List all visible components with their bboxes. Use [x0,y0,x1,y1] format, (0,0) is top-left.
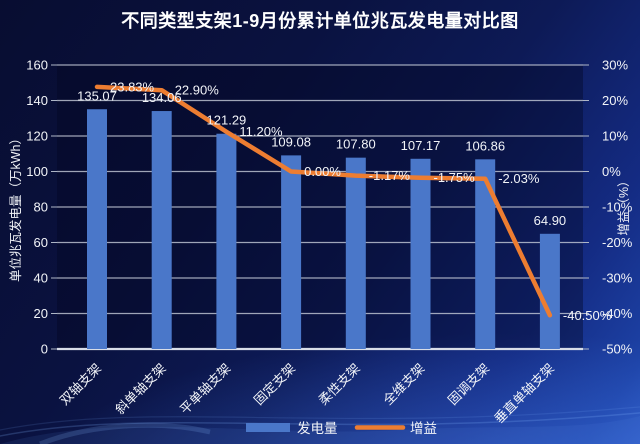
x-axis-label: 斜单轴支架 [112,361,169,418]
gain-line [94,84,553,318]
gain-value-label: -1.75% [434,170,476,185]
right-tick-label: 0% [602,164,621,179]
right-tick-label: -20% [602,235,633,250]
bar [410,158,431,349]
right-tick-label: 10% [602,129,628,144]
bar-value-label: 121.29 [207,113,247,128]
legend-bar-swatch [246,423,290,432]
bar-value-label: 107.17 [401,138,441,153]
legend-label-generation: 发电量 [297,421,338,436]
bar-value-label: 107.80 [336,137,376,152]
left-axis-tick-labels: 160 140 120 100 80 60 40 20 0 [26,58,48,357]
bar [539,233,560,349]
bar-value-label: 64.90 [534,213,567,228]
bar [475,159,496,349]
gain-value-label: 23.83% [110,79,155,94]
gridlines [51,64,589,350]
right-tick-label: 20% [602,93,628,108]
x-axis-label: 全维支架 [380,361,427,408]
bar-value-label: 106.86 [465,138,505,153]
left-tick-label: 40 [34,271,48,286]
bar-value-label: 109.08 [271,134,311,149]
left-tick-label: 20 [34,306,48,321]
right-tick-label: -10% [602,200,633,215]
bars-series [87,109,560,349]
bar-value-label: 135.07 [77,88,117,103]
right-axis-title: 增益（%） [616,174,631,235]
left-tick-label: 60 [34,235,48,250]
right-axis-tick-labels: 30% 20% 10% 0% -10% -20% -30% -40% -50% [602,58,633,357]
wave-line-2 [0,406,640,431]
wave-fill [0,416,640,444]
gain-value-label: 0.00% [304,164,341,179]
right-tick-label: -50% [602,342,633,357]
wave-line-3 [39,422,211,444]
right-tick-label: 30% [602,58,628,73]
bar-value-label: 134.06 [142,90,182,105]
left-tick-label: 160 [26,58,48,73]
gain-value-label: 11.20% [239,124,283,139]
gain-value-labels: 23.83% 22.90% 11.20% 0.00% -1.17% -1.75% -2.03… [110,79,612,322]
bar [87,109,107,349]
gain-value-label: -1.17% [369,168,411,183]
x-axis-label: 双轴支架 [57,361,104,408]
legend-label-gain: 增益 [410,421,437,436]
x-axis-label: 固调支架 [445,361,492,408]
bar [281,155,302,349]
x-axis-label: 垂直单轴支架 [491,361,557,427]
left-tick-label: 80 [34,200,48,215]
left-tick-label: 100 [26,164,48,179]
left-tick-label: 140 [26,93,48,108]
chart-title: 不同类型支架1-9月份累计单位兆瓦发电量对比图 [121,11,519,31]
x-axis-label: 平单轴支架 [177,361,234,418]
x-axis-label: 固定支架 [251,361,298,408]
x-axis-label: 柔性支架 [316,361,363,408]
bar [151,111,172,349]
bar [345,157,366,349]
gain-value-label: -2.03% [498,171,540,186]
bar-value-labels: 135.07 134.06 121.29 109.08 107.80 107.17 106.… [77,88,566,228]
legend: 发电量 增益 [246,421,437,436]
left-axis-title: 单位兆瓦发电量（万kWh） [8,132,23,282]
gain-value-label: -40.50% [563,308,612,323]
bar [216,133,237,349]
right-tick-label: -40% [602,306,633,321]
right-tick-label: -30% [602,271,633,286]
left-tick-label: 120 [26,129,48,144]
left-tick-label: 0 [41,342,48,357]
gain-value-label: 22.90% [175,83,220,98]
